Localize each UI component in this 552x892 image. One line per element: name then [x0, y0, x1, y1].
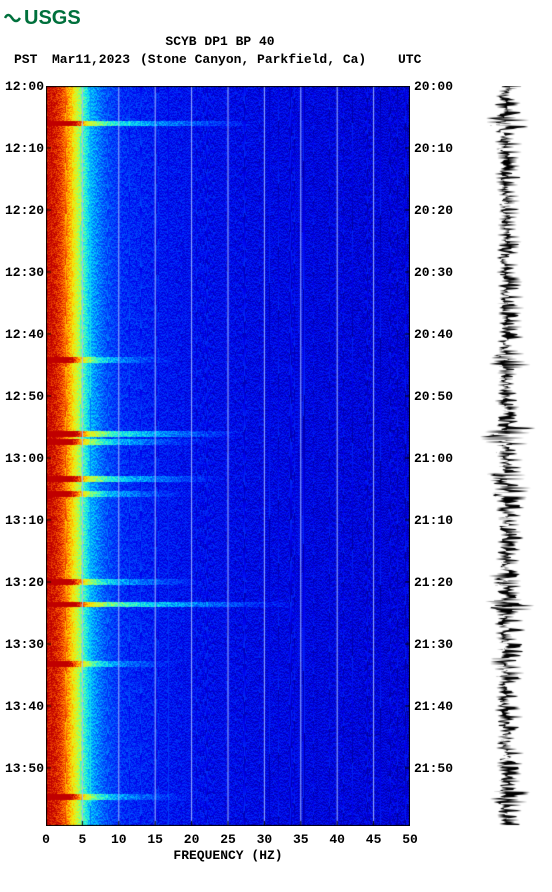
date-label: Mar11,2023	[52, 52, 130, 67]
y-right-tick: 21:40	[414, 699, 464, 714]
seismogram-strip	[480, 86, 540, 826]
y-right-tick: 20:10	[414, 141, 464, 156]
y-right-tick: 20:20	[414, 203, 464, 218]
station-label: (Stone Canyon, Parkfield, Ca)	[140, 52, 366, 67]
y-left-tick: 12:10	[0, 141, 44, 156]
y-right-tick: 21:00	[414, 451, 464, 466]
x-tick: 10	[104, 832, 134, 847]
y-left-tick: 12:00	[0, 79, 44, 94]
tz-left-label: PST	[14, 52, 37, 67]
x-tick: 5	[67, 832, 97, 847]
x-axis-label: FREQUENCY (HZ)	[46, 848, 410, 863]
y-right-tick: 20:00	[414, 79, 464, 94]
y-left-tick: 13:10	[0, 513, 44, 528]
x-tick: 40	[322, 832, 352, 847]
spectrogram-plot	[46, 86, 410, 826]
y-left-tick: 13:50	[0, 761, 44, 776]
y-left-tick: 12:20	[0, 203, 44, 218]
y-right-tick: 20:40	[414, 327, 464, 342]
x-tick: 20	[177, 832, 207, 847]
y-left-tick: 13:20	[0, 575, 44, 590]
x-tick: 30	[249, 832, 279, 847]
y-left-tick: 12:50	[0, 389, 44, 404]
x-tick: 15	[140, 832, 170, 847]
y-right-tick: 21:10	[414, 513, 464, 528]
x-tick: 35	[286, 832, 316, 847]
x-tick: 45	[359, 832, 389, 847]
spectrogram-canvas	[46, 86, 410, 826]
usgs-logo-text: USGS	[24, 7, 81, 28]
y-left-tick: 13:30	[0, 637, 44, 652]
y-right-tick: 21:20	[414, 575, 464, 590]
x-tick: 25	[213, 832, 243, 847]
y-right-tick: 20:30	[414, 265, 464, 280]
tz-right-label: UTC	[398, 52, 421, 67]
y-right-tick: 21:30	[414, 637, 464, 652]
y-left-tick: 13:40	[0, 699, 44, 714]
x-tick: 0	[31, 832, 61, 847]
y-right-tick: 20:50	[414, 389, 464, 404]
y-left-tick: 12:30	[0, 265, 44, 280]
x-tick: 50	[395, 832, 425, 847]
y-right-tick: 21:50	[414, 761, 464, 776]
seismogram-canvas	[480, 86, 540, 826]
y-left-tick: 13:00	[0, 451, 44, 466]
usgs-logo: USGS	[4, 4, 96, 28]
y-left-tick: 12:40	[0, 327, 44, 342]
chart-title: SCYB DP1 BP 40	[0, 34, 440, 49]
